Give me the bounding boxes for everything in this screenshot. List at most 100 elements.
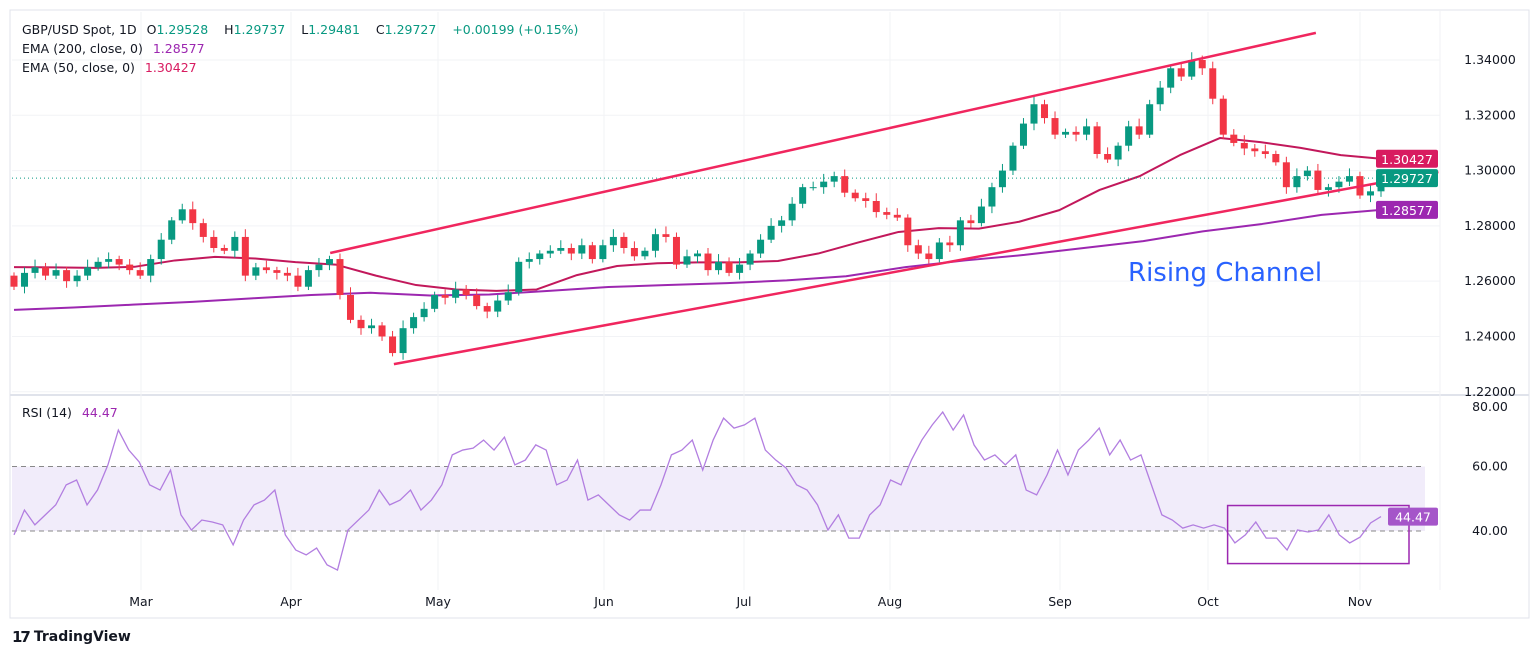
candle — [304, 265, 312, 291]
ema50-legend[interactable]: EMA (50, close, 0) 1.30427 — [22, 60, 203, 75]
candle-body — [399, 328, 407, 354]
candle — [925, 245, 933, 264]
x-tick-label: Jun — [593, 594, 614, 609]
candle — [1177, 62, 1185, 82]
candle-body — [1345, 176, 1353, 182]
candle — [1209, 61, 1217, 105]
close-label: C — [375, 22, 385, 37]
candle-body — [914, 245, 922, 254]
x-tick-label: Aug — [878, 594, 902, 609]
candle — [42, 262, 50, 281]
candle-body — [1261, 151, 1269, 155]
candle — [620, 232, 628, 254]
x-tick-label: Oct — [1197, 594, 1219, 609]
candle-body — [704, 253, 712, 271]
candle-body — [1366, 191, 1374, 196]
candle-body — [578, 245, 586, 254]
candle — [1093, 121, 1101, 159]
rsi-consolidation-box — [1226, 504, 1410, 565]
candle-body — [672, 236, 680, 265]
candles — [10, 52, 1385, 360]
candle — [1303, 166, 1311, 181]
candle-body — [1335, 181, 1343, 188]
candle — [115, 255, 123, 271]
candle-body — [210, 236, 218, 249]
price-label: 1.30427 — [1381, 152, 1433, 167]
ema200-legend[interactable]: EMA (200, close, 0) 1.28577 — [22, 41, 211, 56]
candle-body — [42, 267, 50, 276]
ema200-label: EMA (200, close, 0) — [22, 41, 143, 56]
candle-body — [1146, 104, 1154, 135]
candle-body — [220, 248, 228, 251]
candle — [641, 247, 649, 260]
candle-body — [809, 187, 817, 189]
candle — [672, 232, 680, 270]
candle — [851, 189, 859, 202]
candle — [441, 289, 449, 305]
candle — [420, 302, 428, 322]
candle-body — [883, 212, 891, 215]
candle-body — [1293, 176, 1301, 188]
candle — [252, 262, 260, 281]
candle — [704, 248, 712, 276]
rsi-legend[interactable]: RSI (14) 44.47 — [22, 405, 124, 420]
rsi-line — [13, 410, 1382, 571]
candle-body — [105, 259, 113, 262]
candle — [294, 267, 302, 292]
candle — [262, 260, 270, 274]
candle — [946, 235, 954, 252]
candle — [220, 244, 228, 255]
candle-body — [1083, 126, 1091, 135]
candle — [283, 267, 291, 282]
candle-body — [977, 206, 985, 224]
candle-body — [536, 253, 544, 260]
candle-body — [893, 214, 901, 218]
ema50-label: EMA (50, close, 0) — [22, 60, 135, 75]
candle-body — [925, 253, 933, 260]
candle-body — [1030, 104, 1038, 124]
candle-body — [52, 270, 60, 276]
candle — [273, 266, 281, 280]
price-label: 1.29727 — [1381, 171, 1433, 186]
chart-frame — [9, 9, 1530, 619]
candle — [84, 259, 92, 281]
candle-body — [1051, 118, 1059, 135]
candle-body — [630, 248, 638, 257]
x-tick-label: Apr — [280, 594, 302, 609]
candle-body — [988, 187, 996, 207]
candle-body — [368, 325, 376, 329]
candle-body — [84, 267, 92, 276]
candle-body — [1188, 60, 1196, 77]
candle-body — [799, 187, 807, 204]
candle-body — [1303, 170, 1311, 177]
candle — [662, 226, 670, 243]
candle-body — [1167, 68, 1175, 88]
x-tick-label: May — [425, 594, 451, 609]
candle-body — [998, 170, 1006, 188]
rising-channel-annotation: Rising Channel — [1128, 258, 1322, 288]
candle — [1345, 168, 1353, 187]
x-tick-label: Jul — [735, 594, 751, 609]
candle — [967, 214, 975, 228]
candle — [462, 285, 470, 300]
y-tick-label: 1.28000 — [1464, 218, 1516, 233]
candle-body — [851, 192, 859, 199]
candle — [1272, 150, 1280, 166]
ema50-value: 1.30427 — [144, 60, 197, 75]
candle-body — [241, 236, 249, 276]
candle-body — [199, 223, 207, 237]
candle — [893, 208, 901, 221]
tradingview-logo[interactable]: 17 TradingView — [12, 628, 131, 646]
candle-body — [473, 295, 481, 307]
candle — [1293, 168, 1301, 193]
candle-body — [262, 267, 270, 271]
candle — [1314, 163, 1322, 194]
candle-body — [1230, 134, 1238, 143]
symbol-title: GBP/USD Spot, 1D — [22, 22, 137, 37]
candle-body — [1009, 145, 1017, 171]
candle — [105, 252, 113, 269]
candle — [998, 163, 1006, 193]
candle-body — [378, 325, 386, 337]
candle-body — [1209, 68, 1217, 99]
